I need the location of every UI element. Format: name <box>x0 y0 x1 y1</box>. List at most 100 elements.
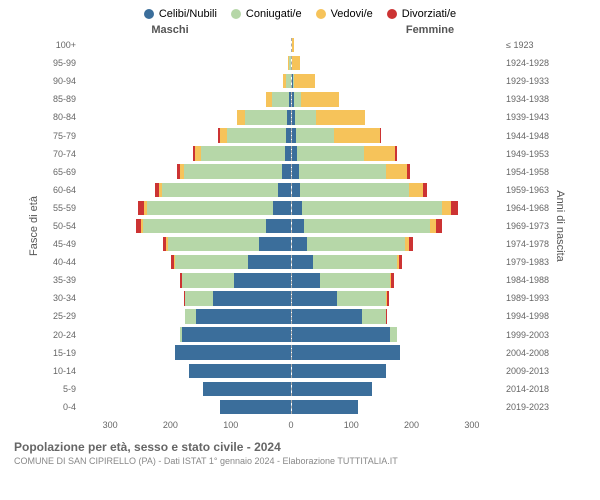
xaxis-tick: 100 <box>321 420 381 430</box>
bar-segment <box>300 183 409 197</box>
bar-area <box>80 398 502 416</box>
bar-segment <box>143 219 266 233</box>
bar-segment <box>213 291 290 305</box>
age-label: 35-39 <box>48 275 80 285</box>
age-row: 75-79 1944-1948 <box>48 126 552 144</box>
age-label: 90-94 <box>48 76 80 86</box>
female-bar <box>291 56 503 70</box>
bar-segment <box>292 219 305 233</box>
legend-swatch <box>231 9 241 19</box>
bar-segment <box>294 74 315 88</box>
bar-segment <box>292 273 320 287</box>
female-bar <box>291 183 503 197</box>
bar-segment <box>292 56 300 70</box>
age-row: 60-64 1959-1963 <box>48 181 552 199</box>
bar-segment <box>334 128 380 142</box>
bar-segment <box>189 364 291 378</box>
age-label: 70-74 <box>48 149 80 159</box>
bar-segment <box>386 309 387 323</box>
xaxis-tick: 300 <box>80 420 140 430</box>
female-bar <box>291 164 503 178</box>
male-bar <box>80 291 291 305</box>
age-row: 30-34 1989-1993 <box>48 289 552 307</box>
legend-label: Celibi/Nubili <box>159 8 217 20</box>
xaxis-ticks: 3002001000100200300 <box>80 420 502 430</box>
bar-segment <box>185 291 213 305</box>
xaxis-tick: 100 <box>201 420 261 430</box>
bar-segment <box>387 291 389 305</box>
female-bar <box>291 237 503 251</box>
female-bar <box>291 364 503 378</box>
age-label: 10-14 <box>48 366 80 376</box>
bar-segment <box>292 309 362 323</box>
male-bar <box>80 92 291 106</box>
male-bar <box>80 237 291 251</box>
legend-swatch <box>387 9 397 19</box>
bar-segment <box>337 291 386 305</box>
bar-segment <box>292 164 299 178</box>
bar-segment <box>220 128 227 142</box>
age-row: 90-94 1929-1933 <box>48 72 552 90</box>
bar-segment <box>390 327 397 341</box>
xaxis-tick: 200 <box>381 420 441 430</box>
legend-label: Divorziati/e <box>402 8 456 20</box>
female-bar <box>291 146 503 160</box>
age-row: 100+ ≤ 1923 <box>48 36 552 54</box>
age-label: 60-64 <box>48 185 80 195</box>
age-label: 30-34 <box>48 293 80 303</box>
gender-headers: Maschi Femmine <box>0 24 600 36</box>
female-bar <box>291 128 503 142</box>
legend-item: Divorziati/e <box>387 8 456 20</box>
age-label: 65-69 <box>48 167 80 177</box>
bar-segment <box>407 164 410 178</box>
female-bar <box>291 38 503 52</box>
bar-segment <box>220 400 290 414</box>
birth-label: 1959-1963 <box>502 185 552 195</box>
bar-segment <box>273 201 291 215</box>
bar-segment <box>442 201 450 215</box>
bar-segment <box>380 128 381 142</box>
legend-item: Coniugati/e <box>231 8 302 20</box>
female-bar <box>291 110 503 124</box>
female-bar <box>291 201 503 215</box>
female-bar <box>291 400 503 414</box>
age-label: 5-9 <box>48 384 80 394</box>
female-bar <box>291 291 503 305</box>
age-row: 45-49 1974-1978 <box>48 235 552 253</box>
bar-segment <box>184 164 282 178</box>
birth-label: 1934-1938 <box>502 94 552 104</box>
bar-segment <box>162 183 278 197</box>
legend-item: Vedovi/e <box>316 8 373 20</box>
birth-label: 1954-1958 <box>502 167 552 177</box>
bar-segment <box>248 255 290 269</box>
bar-segment <box>182 327 291 341</box>
male-bar <box>80 164 291 178</box>
female-bar <box>291 255 503 269</box>
female-bar <box>291 273 503 287</box>
bar-segment <box>234 273 290 287</box>
legend-swatch <box>316 9 326 19</box>
bar-segment <box>304 219 430 233</box>
age-label: 40-44 <box>48 257 80 267</box>
male-bar <box>80 74 291 88</box>
bar-segment <box>292 291 338 305</box>
age-row: 70-74 1949-1953 <box>48 145 552 163</box>
birth-label: 1984-1988 <box>502 275 552 285</box>
birth-label: ≤ 1923 <box>502 40 552 50</box>
female-bar <box>291 345 503 359</box>
male-bar <box>80 273 291 287</box>
age-row: 15-19 2004-2008 <box>48 344 552 362</box>
male-bar <box>80 364 291 378</box>
bar-segment <box>185 309 196 323</box>
male-bar <box>80 309 291 323</box>
age-label: 55-59 <box>48 203 80 213</box>
birth-label: 1999-2003 <box>502 330 552 340</box>
bar-segment <box>282 164 290 178</box>
legend: Celibi/Nubili Coniugati/e Vedovi/e Divorzia… <box>0 0 600 24</box>
birth-label: 1969-1973 <box>502 221 552 231</box>
bar-area <box>80 181 502 199</box>
age-row: 95-99 1924-1928 <box>48 54 552 72</box>
bar-segment <box>295 110 316 124</box>
bar-area <box>80 54 502 72</box>
male-bar <box>80 327 291 341</box>
